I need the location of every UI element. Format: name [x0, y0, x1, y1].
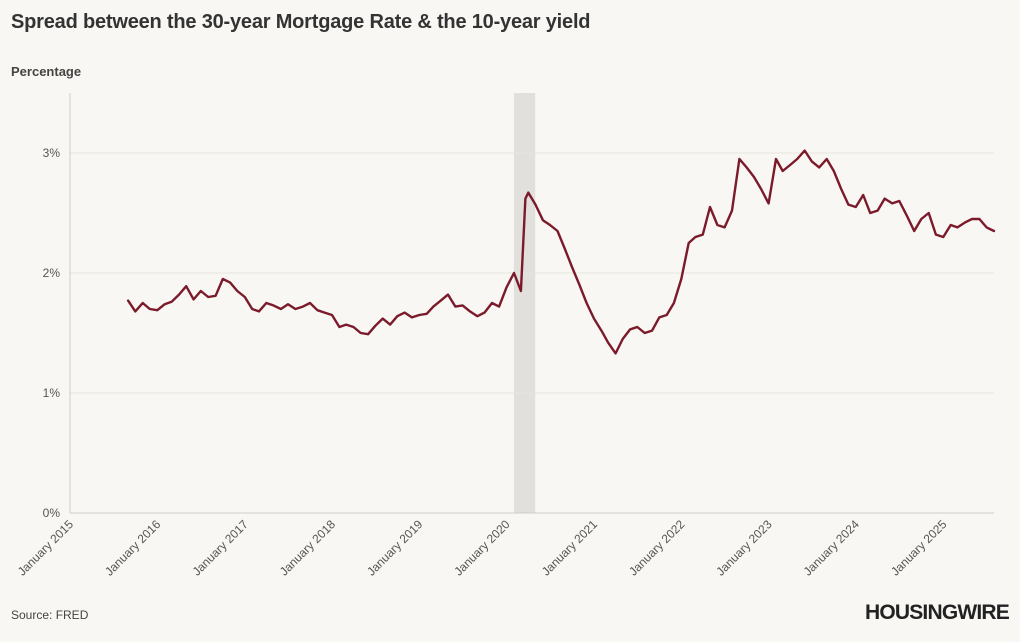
- source-note: Source: FRED: [11, 608, 89, 622]
- x-tick-label: January 2019: [364, 517, 426, 579]
- y-tick-label: 0%: [43, 506, 61, 520]
- chart-title: Spread between the 30-year Mortgage Rate…: [11, 11, 591, 33]
- housingwire-logo: HOUSINGWIRE: [864, 601, 1010, 624]
- x-tick-label: January 2015: [15, 517, 77, 579]
- line-chart: 0% 1% 2% 3% January 2015 January 2016 January …: [15, 93, 996, 579]
- x-tick-label: January 2021: [539, 517, 601, 579]
- y-tick-label: 1%: [43, 386, 61, 400]
- y-tick-label: 3%: [43, 146, 61, 160]
- x-tick-label: January 2023: [713, 517, 775, 579]
- y-axis-label: Percentage: [11, 64, 82, 79]
- x-tick-label: January 2020: [451, 517, 513, 579]
- x-tick-label: January 2017: [190, 517, 252, 579]
- y-tick-label: 2%: [43, 266, 61, 280]
- spread-series-line: [126, 149, 996, 355]
- recession-band: [513, 93, 536, 513]
- x-tick-label: January 2018: [277, 517, 339, 579]
- x-tick-label: January 2024: [801, 517, 863, 579]
- x-tick-label: January 2025: [888, 517, 950, 579]
- x-tick-label: January 2022: [626, 517, 688, 579]
- x-tick-label: January 2016: [102, 517, 164, 579]
